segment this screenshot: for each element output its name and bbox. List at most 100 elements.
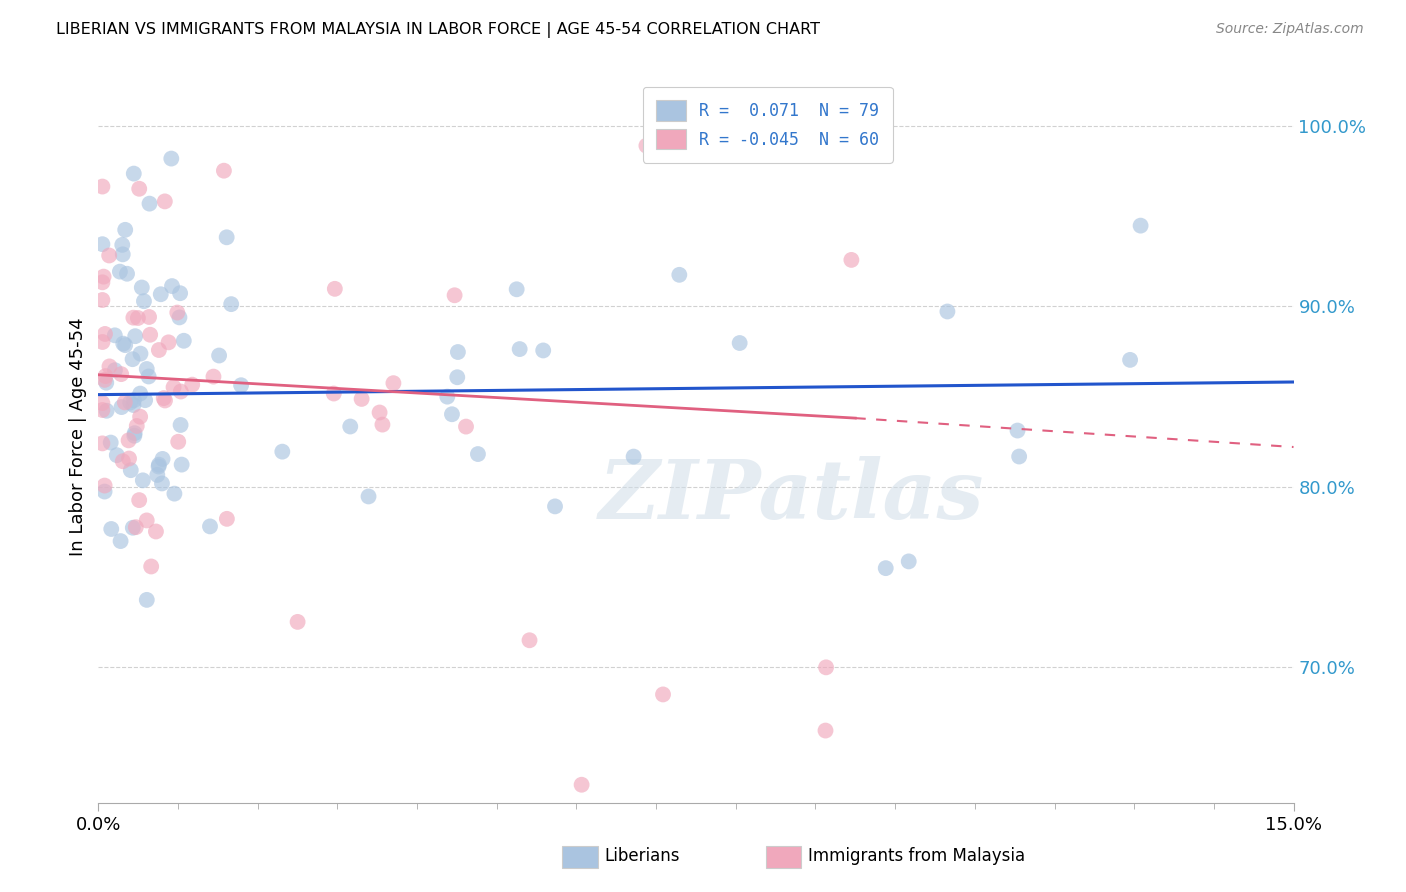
Point: [212, 163, 235, 178]
Point: [121, 352, 143, 367]
Point: [111, 454, 134, 468]
Point: [875, 561, 897, 575]
Point: [668, 268, 690, 282]
Point: [169, 286, 191, 301]
Point: [111, 247, 134, 261]
Point: [135, 593, 157, 607]
Point: [148, 343, 170, 357]
Point: [132, 474, 155, 488]
Point: [129, 346, 152, 360]
Point: [357, 490, 380, 504]
Point: [114, 223, 136, 237]
Point: [219, 297, 242, 311]
Point: [148, 458, 170, 472]
Point: [443, 288, 465, 302]
Point: [519, 633, 541, 648]
Point: [91, 436, 114, 450]
Y-axis label: In Labor Force | Age 45-54: In Labor Force | Age 45-54: [69, 318, 87, 557]
Point: [814, 723, 837, 738]
Point: [531, 343, 554, 358]
Point: [447, 345, 470, 359]
Point: [229, 378, 252, 392]
Point: [138, 196, 160, 211]
Point: [897, 554, 920, 568]
Point: [382, 376, 405, 391]
Point: [215, 512, 238, 526]
Point: [153, 194, 176, 209]
Point: [121, 521, 143, 535]
Point: [100, 435, 122, 450]
Point: [93, 269, 115, 284]
Text: ZIPatlas: ZIPatlas: [599, 456, 984, 535]
Point: [215, 230, 238, 244]
Point: [181, 377, 204, 392]
Point: [368, 405, 391, 419]
Point: [339, 419, 361, 434]
Point: [94, 326, 117, 341]
Text: Source: ZipAtlas.com: Source: ZipAtlas.com: [1216, 22, 1364, 37]
Point: [138, 310, 160, 324]
Point: [93, 373, 115, 387]
Point: [120, 463, 142, 477]
Point: [91, 276, 114, 290]
Point: [93, 478, 115, 492]
Point: [114, 395, 136, 409]
Point: [148, 459, 170, 474]
Point: [96, 376, 118, 390]
Point: [131, 280, 153, 294]
Point: [166, 305, 188, 319]
Point: [198, 519, 221, 533]
Point: [728, 336, 751, 351]
Point: [208, 349, 231, 363]
Point: [1008, 450, 1031, 464]
Point: [1119, 352, 1142, 367]
Text: LIBERIAN VS IMMIGRANTS FROM MALAYSIA IN LABOR FORCE | AGE 45-54 CORRELATION CHAR: LIBERIAN VS IMMIGRANTS FROM MALAYSIA IN …: [56, 22, 820, 38]
Point: [110, 367, 132, 381]
Point: [636, 138, 658, 153]
Point: [287, 615, 309, 629]
Point: [1007, 424, 1029, 438]
Point: [98, 359, 121, 374]
Point: [114, 338, 136, 352]
Point: [139, 327, 162, 342]
Point: [652, 688, 675, 702]
Point: [91, 293, 114, 307]
Point: [167, 434, 190, 449]
Point: [129, 386, 152, 401]
Point: [112, 336, 135, 351]
Point: [150, 476, 173, 491]
Point: [117, 434, 139, 448]
Point: [124, 428, 146, 442]
Point: [125, 520, 148, 534]
Point: [111, 238, 134, 252]
Point: [170, 384, 193, 399]
Point: [127, 311, 149, 326]
Point: [96, 403, 118, 417]
Point: [93, 484, 115, 499]
Point: [152, 451, 174, 466]
Point: [146, 467, 169, 482]
Point: [149, 287, 172, 301]
Point: [141, 559, 163, 574]
Point: [350, 392, 373, 406]
Point: [110, 534, 132, 549]
Point: [371, 417, 394, 432]
Point: [94, 369, 117, 384]
Point: [173, 334, 195, 348]
Point: [98, 248, 121, 262]
Point: [124, 329, 146, 343]
Point: [91, 179, 114, 194]
Point: [91, 237, 114, 252]
Point: [152, 391, 174, 405]
Point: [271, 444, 294, 458]
Point: [160, 279, 183, 293]
Point: [841, 252, 863, 267]
Point: [936, 304, 959, 318]
Point: [467, 447, 489, 461]
Point: [138, 369, 160, 384]
Point: [122, 398, 145, 412]
Point: [169, 417, 191, 432]
Point: [135, 362, 157, 376]
Point: [108, 265, 131, 279]
Point: [446, 370, 468, 384]
